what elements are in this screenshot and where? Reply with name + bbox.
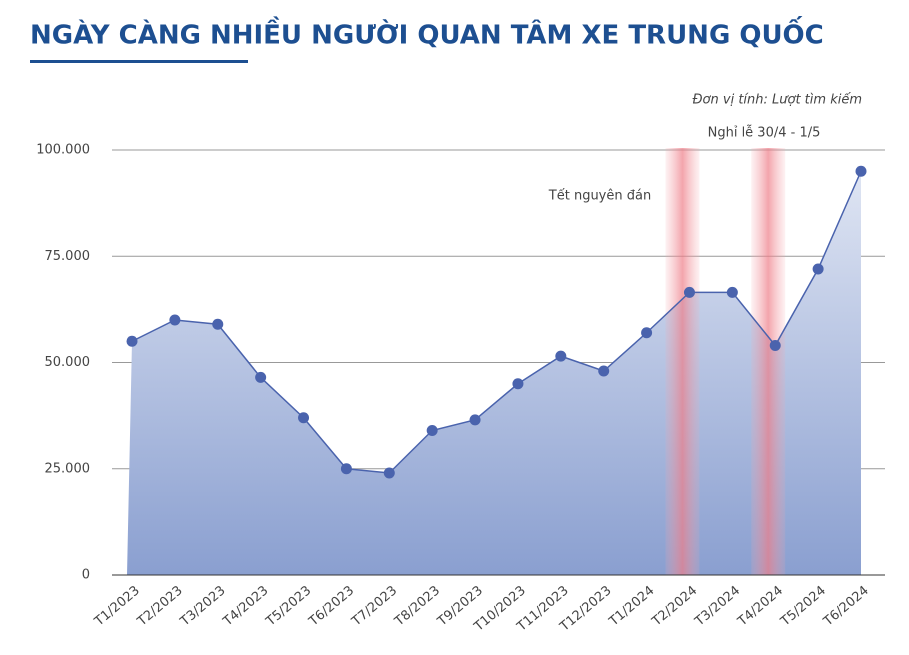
x-tick-label: T8/2023	[391, 583, 443, 630]
line	[131, 170, 862, 474]
x-tick-label: T2/2023	[134, 583, 186, 630]
y-tick-label: 50.000	[45, 355, 91, 370]
point	[812, 263, 824, 275]
x-tick-label: T3/2023	[177, 583, 229, 630]
y-tick-label: 0	[82, 568, 90, 583]
y-tick-label: 100.000	[36, 143, 90, 158]
y-tick-label: 75.000	[45, 249, 91, 264]
holiday-band	[751, 148, 786, 575]
x-tick-label: T3/2024	[692, 583, 744, 630]
point	[212, 318, 224, 330]
x-tick-label: T1/2024	[606, 583, 658, 630]
point	[126, 335, 138, 347]
point	[555, 350, 567, 362]
x-tick-label: T7/2023	[349, 583, 401, 630]
point	[769, 340, 781, 351]
point	[298, 412, 310, 424]
x-tick-label: T4/2024	[735, 583, 787, 630]
point	[598, 365, 610, 377]
area	[127, 171, 861, 575]
point	[512, 378, 524, 390]
point	[340, 463, 352, 475]
x-tick-label: T2/2024	[649, 583, 701, 630]
y-tick-label: 25.000	[45, 461, 91, 476]
title-underline	[30, 60, 248, 63]
point	[426, 425, 438, 436]
point	[683, 286, 695, 298]
x-tick-label: T1/2023	[91, 583, 143, 630]
x-tick-label: T6/2023	[306, 583, 358, 630]
point	[255, 371, 267, 383]
x-tick-label: T6/2024	[820, 583, 872, 630]
x-tick-label: T5/2024	[777, 583, 829, 630]
unit-note: Đơn vị tính: Lượt tìm kiếm	[692, 93, 862, 108]
chart-title: NGÀY CÀNG NHIỀU NGƯỜI QUAN TÂM XE TRUNG …	[30, 15, 824, 51]
point	[641, 327, 653, 339]
x-tick-label: T4/2023	[220, 583, 272, 630]
point	[169, 314, 181, 326]
holiday-band	[665, 148, 700, 575]
point	[469, 414, 481, 426]
point	[726, 286, 738, 298]
annotation: Tết nguyên đán	[548, 189, 651, 204]
point	[855, 165, 867, 177]
x-tick-label: T5/2023	[263, 583, 315, 630]
point	[383, 467, 395, 479]
annotation: Nghỉ lễ 30/4 - 1/5	[708, 126, 821, 141]
